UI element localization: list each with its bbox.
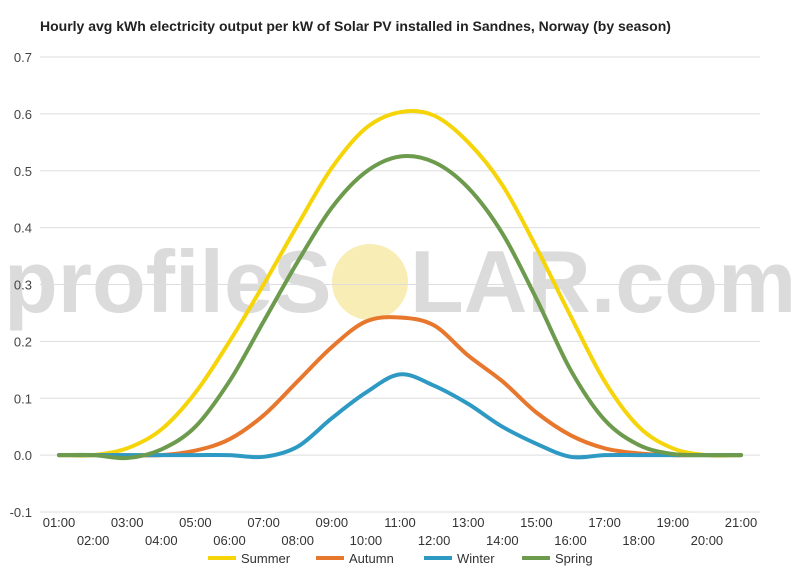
grid-lines [40, 56, 760, 513]
x-tick-label: 16:00 [554, 533, 587, 548]
x-tick-label: 14:00 [486, 533, 519, 548]
series-line-winter [57, 372, 743, 460]
x-tick-label: 02:00 [77, 533, 110, 548]
x-tick-label: 21:00 [725, 515, 758, 530]
x-tick-label: 04:00 [145, 533, 178, 548]
x-tick-label: 19:00 [657, 515, 690, 530]
x-tick-label: 11:00 [384, 515, 416, 530]
x-tick-label: 03:00 [111, 515, 144, 530]
x-tick-label: 08:00 [281, 533, 314, 548]
y-axis-ticks: -0.1 0.0 0.1 0.2 0.3 0.4 0.5 0.6 0.7 [10, 50, 32, 520]
x-axis-ticks: 01:0002:0003:0004:0005:0006:0007:0008:00… [43, 515, 758, 548]
series-line-spring [57, 153, 743, 461]
x-tick-label: 06:00 [213, 533, 246, 548]
y-tick-label: 0.3 [14, 278, 32, 293]
series-line-summer [57, 109, 743, 458]
y-tick-label: 0.5 [14, 164, 32, 179]
x-tick-label: 13:00 [452, 515, 485, 530]
x-tick-label: 05:00 [179, 515, 212, 530]
x-tick-label: 09:00 [316, 515, 349, 530]
x-tick-label: 17:00 [588, 515, 621, 530]
x-tick-label: 18:00 [622, 533, 655, 548]
y-tick-label: 0.6 [14, 107, 32, 122]
y-tick-label: 0.1 [14, 391, 32, 406]
watermark-text-right: LAR.com [410, 232, 796, 331]
y-tick-label: 0.0 [14, 448, 32, 463]
legend: Summer Autumn Winter Spring [208, 551, 593, 566]
legend-label-autumn: Autumn [349, 551, 394, 566]
watermark-text-left: profileS [4, 232, 332, 331]
x-tick-label: 12:00 [418, 533, 451, 548]
series-lines [57, 109, 743, 461]
x-tick-label: 07:00 [247, 515, 280, 530]
series-line-autumn [57, 315, 743, 458]
y-tick-label: 0.4 [14, 221, 32, 236]
x-tick-label: 20:00 [691, 533, 724, 548]
chart-title: Hourly avg kWh electricity output per kW… [40, 18, 671, 34]
legend-label-winter: Winter [457, 551, 495, 566]
legend-label-spring: Spring [555, 551, 593, 566]
y-tick-label: 0.7 [14, 50, 32, 65]
x-tick-label: 15:00 [520, 515, 553, 530]
legend-label-summer: Summer [241, 551, 291, 566]
watermark: profileS LAR.com [4, 232, 796, 331]
x-tick-label: 10:00 [350, 533, 383, 548]
x-tick-label: 01:00 [43, 515, 76, 530]
y-tick-label: -0.1 [10, 505, 32, 520]
y-tick-label: 0.2 [14, 334, 32, 349]
watermark-sun-logo [332, 244, 408, 320]
